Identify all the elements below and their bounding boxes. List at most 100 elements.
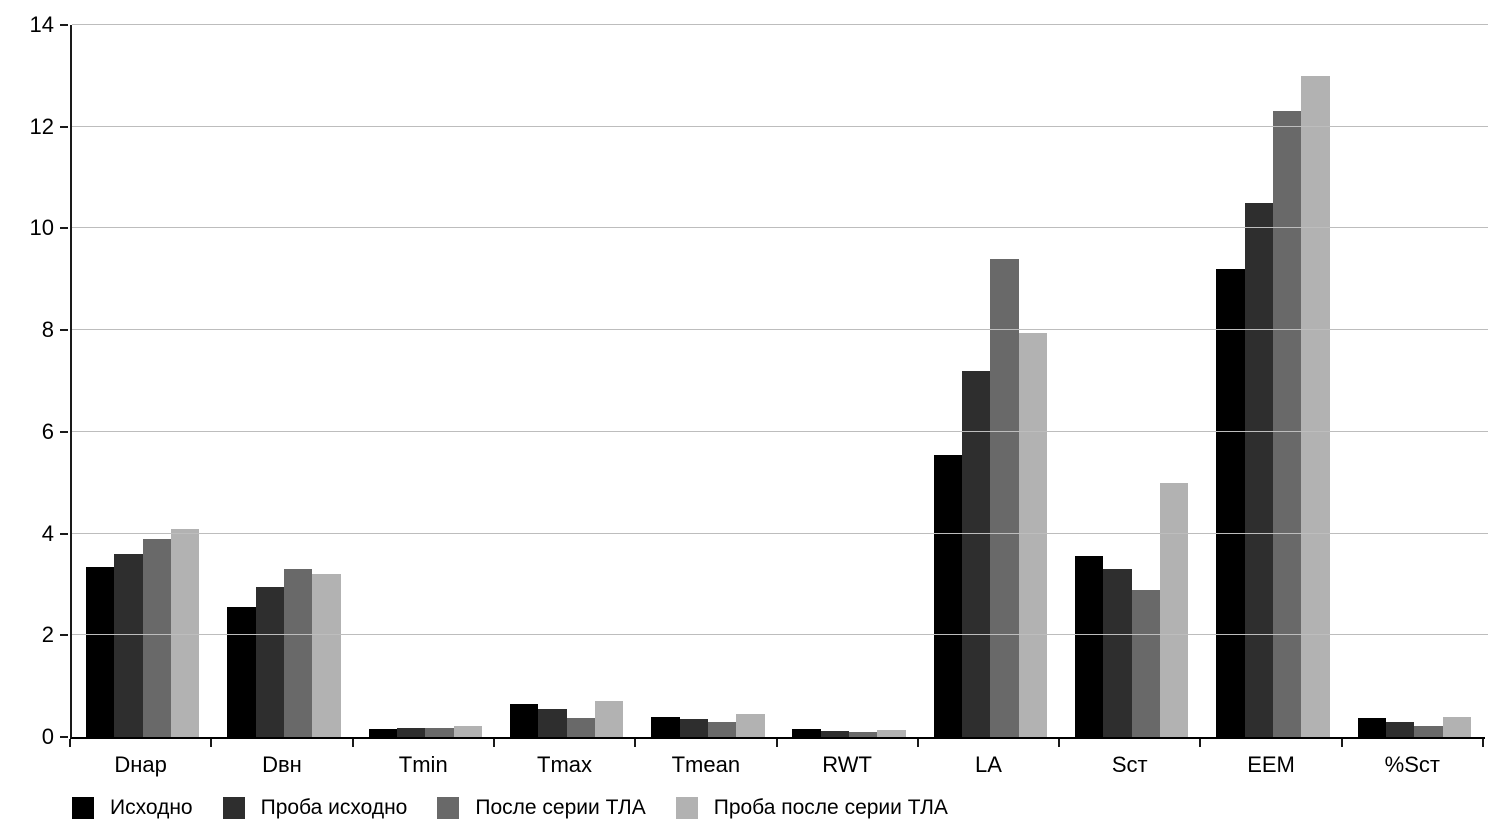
bar-Проба исходно — [679, 718, 708, 737]
y-axis-tick-label: 2 — [41, 622, 54, 648]
bar-После серии ТЛА — [566, 718, 595, 737]
gridline-y14 — [72, 24, 1488, 25]
legend-label: Проба исходно — [260, 796, 408, 819]
x-axis-label: Dвн — [262, 752, 302, 777]
bar-Проба исходно — [962, 370, 991, 737]
bar-Проба после серии ТЛА — [877, 729, 906, 737]
bar-groups — [72, 25, 1485, 737]
x-axis-tick — [1058, 739, 1061, 747]
x-axis-tick — [916, 739, 919, 747]
y-axis-tick-label: 12 — [29, 113, 54, 139]
x-axis-label: Dнар — [114, 752, 167, 777]
bar-Проба после серии ТЛА — [170, 528, 200, 737]
y-axis-tick — [60, 227, 68, 230]
bar-Исходно — [1357, 717, 1386, 737]
bar-Проба после серии ТЛА — [1018, 332, 1048, 737]
x-axis-tick — [1340, 739, 1343, 747]
bar-После серии ТЛА — [849, 732, 878, 737]
bar-Проба после серии ТЛА — [1442, 717, 1471, 737]
y-axis-tick — [60, 24, 68, 26]
legend-item: Исходно — [72, 796, 193, 820]
x-axis-tick — [775, 739, 778, 747]
x-axis-tick — [634, 739, 637, 747]
legend-item: После серии ТЛА — [437, 796, 646, 820]
bar-group-LA — [920, 25, 1061, 737]
bar-group-Dвн — [213, 25, 354, 737]
plot-area — [70, 24, 1488, 739]
bar-Проба исходно — [820, 730, 850, 737]
bar-Проба исходно — [114, 553, 143, 737]
bar-Исходно — [86, 566, 115, 737]
bar-После серии ТЛА — [283, 569, 313, 737]
y-axis-tick-label: 0 — [41, 724, 54, 749]
legend-label: Проба после серии ТЛА — [713, 796, 948, 819]
y-axis-tick — [60, 430, 68, 433]
bar-Исходно — [368, 728, 397, 737]
y-axis-tick — [60, 532, 68, 535]
y-axis-tick-label: 14 — [29, 12, 54, 37]
bar-Проба после серии ТЛА — [594, 701, 624, 737]
bar-Исходно — [227, 607, 256, 737]
x-axis-tick — [1199, 739, 1202, 747]
gridline-y12 — [72, 125, 1488, 127]
bar-Проба после серии ТЛА — [312, 574, 341, 737]
bar-Проба после серии ТЛА — [1160, 482, 1189, 737]
x-axis-label: LA — [974, 752, 1002, 777]
y-axis-tick-label: 6 — [41, 418, 54, 444]
legend-label: После серии ТЛА — [475, 796, 646, 819]
y-axis-tick — [60, 736, 68, 738]
gridline-y10 — [72, 227, 1488, 229]
bar-Проба исходно — [1103, 569, 1132, 737]
legend-swatch-icon — [437, 797, 460, 819]
x-axis-label: EEM — [1247, 752, 1295, 777]
x-axis-tick — [69, 739, 71, 747]
bar-Проба после серии ТЛА — [453, 726, 482, 737]
bar-После серии ТЛА — [990, 258, 1019, 737]
legend-swatch-icon — [72, 797, 94, 819]
bar-Проба исходно — [538, 708, 567, 737]
x-axis-tick — [1482, 739, 1484, 747]
bar-Исходно — [1075, 556, 1104, 737]
bar-group-Sст — [1061, 25, 1202, 737]
bar-После серии ТЛА — [1273, 111, 1302, 737]
bar-Проба исходно — [396, 727, 426, 737]
y-axis-tick-label: 10 — [29, 215, 54, 241]
bar-Проба после серии ТЛА — [736, 714, 765, 737]
x-axis-label: Tmean — [671, 752, 741, 777]
legend-item: Проба исходно — [222, 796, 408, 820]
x-axis-tick — [492, 739, 495, 747]
x-axis-label: Sст — [1111, 752, 1148, 777]
bar-После серии ТЛА — [1414, 725, 1443, 737]
gridline-y4 — [72, 532, 1488, 534]
bar-group-Dнар — [72, 25, 213, 737]
bar-Проба исходно — [1386, 722, 1415, 737]
bar-group-RWT — [778, 25, 919, 737]
bar-Исходно — [1216, 269, 1245, 737]
bar-Исходно — [651, 716, 680, 737]
y-axis-tick — [60, 125, 68, 128]
legend-label: Исходно — [110, 796, 193, 819]
bar-После серии ТЛА — [1131, 589, 1161, 737]
bar-group-%Sст — [1344, 25, 1485, 737]
y-axis-tick-label: 4 — [41, 520, 54, 546]
x-axis-tick — [210, 739, 213, 747]
bar-group-EEM — [1202, 25, 1343, 737]
legend: Исходно Проба исходно После серии ТЛА Проба… — [72, 796, 948, 820]
bar-Проба исходно — [1244, 203, 1274, 737]
y-axis-tick — [60, 634, 68, 637]
x-axis-label: RWT — [822, 752, 872, 777]
bar-После серии ТЛА — [425, 727, 454, 737]
bar-Исходно — [509, 704, 539, 737]
bar-Проба после серии ТЛА — [1301, 75, 1330, 737]
gridline-y2 — [72, 634, 1488, 636]
x-axis-label: %Sст — [1384, 752, 1440, 777]
gridline-y6 — [72, 430, 1488, 432]
x-axis-label: Tmax — [537, 752, 593, 777]
bar-group-Tmin — [355, 25, 496, 737]
legend-swatch-icon — [222, 797, 245, 819]
bar-group-Tmax — [496, 25, 637, 737]
x-axis-tick — [351, 739, 354, 747]
bar-Проба исходно — [255, 586, 284, 737]
gridline-y8 — [72, 329, 1488, 331]
